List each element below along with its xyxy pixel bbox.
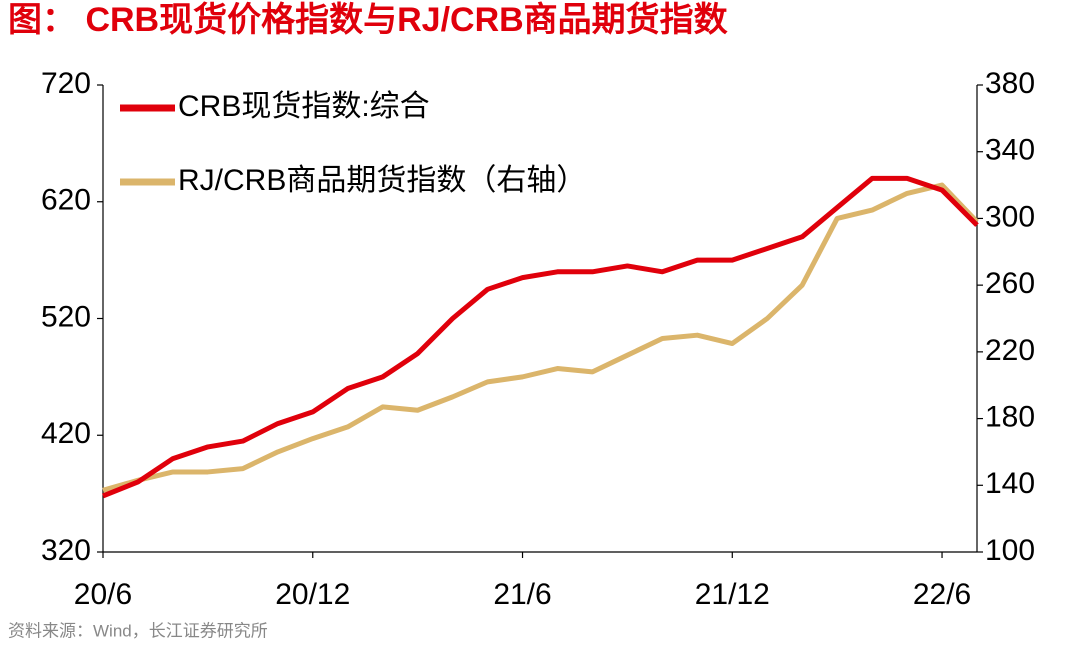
y2-tick-label: 180 — [985, 400, 1035, 433]
series-line — [102, 175, 979, 499]
source-note: 资料来源：Wind，长江证券研究所 — [8, 621, 268, 640]
x-tick-label: 22/6 — [913, 578, 971, 611]
x-tick-label: 20/6 — [74, 578, 132, 611]
y2-tick-label: 140 — [985, 467, 1035, 500]
y2-tick-label: 340 — [985, 134, 1035, 167]
y2-tick-label: 260 — [985, 267, 1035, 300]
y-tick-label: 520 — [41, 300, 91, 333]
y2-tick-label: 380 — [985, 67, 1035, 100]
x-tick-label: 21/12 — [695, 578, 770, 611]
legend-label: RJ/CRB商品期货指数（右轴） — [178, 164, 586, 197]
y-tick-label: 320 — [41, 534, 91, 567]
series-line — [102, 182, 979, 493]
y2-tick-label: 100 — [985, 534, 1035, 567]
legend-label: CRB现货指数:综合 — [178, 90, 430, 123]
x-tick-label: 20/12 — [275, 578, 350, 611]
chart-title: 图： CRB现货价格指数与RJ/CRB商品期货指数 — [8, 1, 728, 39]
y-tick-label: 620 — [41, 184, 91, 217]
x-tick-label: 21/6 — [493, 578, 551, 611]
y2-tick-label: 300 — [985, 200, 1035, 233]
y-tick-label: 420 — [41, 417, 91, 450]
y2-tick-label: 220 — [985, 334, 1035, 367]
y-tick-label: 720 — [41, 67, 91, 100]
